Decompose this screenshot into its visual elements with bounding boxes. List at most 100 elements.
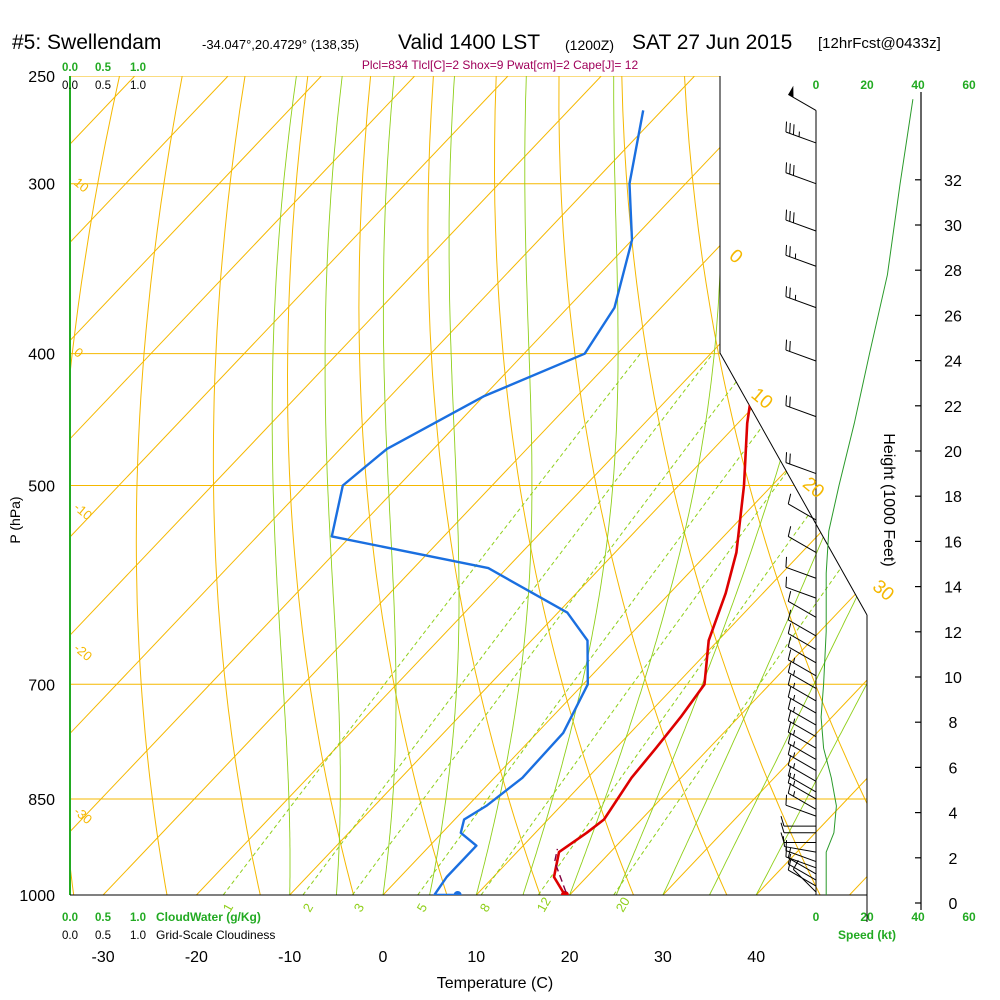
barb-flag (787, 526, 792, 537)
dry-adiabat (936, 76, 1000, 895)
barb-flag (789, 287, 791, 299)
barb-staff (785, 856, 817, 869)
pressure-tick-label: 700 (28, 677, 55, 694)
barb-staff (785, 804, 817, 817)
barb-flag (787, 686, 792, 698)
wind-barb (787, 591, 817, 618)
barb-flag (789, 122, 791, 134)
barb-staff (788, 720, 817, 738)
height-tick-label: 24 (944, 354, 962, 371)
barb-flag (789, 340, 791, 352)
barb-staff (788, 708, 817, 726)
mixing-ratio-label: 8 (477, 901, 494, 915)
barb-staff (785, 405, 817, 418)
x-axis-label: Temperature (C) (437, 975, 553, 992)
barb-pennant (788, 85, 794, 98)
height-tick-label: 10 (944, 670, 962, 687)
dry-adiabat (427, 76, 541, 895)
barb-staff (788, 764, 817, 782)
isotherm-line (289, 76, 867, 895)
barb-flag (787, 710, 792, 721)
wind-barb (788, 85, 817, 111)
speed-axis-label: Speed (kt) (838, 928, 896, 942)
wind-barb (787, 783, 817, 810)
height-tick-label: 26 (944, 308, 962, 325)
barb-staff (788, 684, 817, 702)
y-axis-label: P (hPa) (7, 496, 23, 543)
wind-barbs (780, 85, 817, 893)
height-tick-label: 2 (949, 851, 958, 868)
moist-adiabat (324, 76, 343, 895)
wind-barb (787, 526, 817, 553)
barb-half-flag (792, 670, 796, 676)
wind-barb (785, 286, 817, 309)
barb-staff (788, 857, 817, 875)
barb-flag (785, 162, 788, 173)
height-tick-label: 22 (944, 399, 962, 416)
barb-flag (785, 244, 788, 256)
temperature-surface-marker (560, 891, 569, 895)
barb-flag (789, 210, 791, 222)
moist-adiabat (271, 76, 297, 895)
isotherm-line (569, 76, 867, 895)
speed-tick-top: 0 (813, 78, 820, 92)
station-title: #5: Swellendam (12, 31, 162, 54)
barb-flag (787, 623, 792, 634)
barb-staff (788, 536, 817, 553)
isotherm-line (70, 76, 416, 895)
temperature-tick-label: -10 (278, 949, 301, 966)
moist-adiabat (755, 76, 867, 895)
height-tick-label: 0 (949, 896, 958, 913)
isotherm-line (70, 76, 695, 895)
barb-half-flag (792, 752, 796, 758)
moist-adiabat (569, 76, 723, 895)
temperature-tick-label: 40 (747, 949, 765, 966)
dry-adiabat (493, 76, 634, 895)
barb-flag (785, 339, 788, 351)
valid-time: Valid 1400 LST (398, 31, 541, 54)
height-tick-label: 20 (944, 444, 962, 461)
barb-flag (787, 493, 792, 505)
wind-barb (787, 674, 817, 702)
wind-barb (787, 493, 817, 521)
speed-tick-top: 20 (860, 78, 874, 92)
barb-flag (785, 556, 788, 568)
pressure-tick-label: 250 (28, 69, 55, 86)
height-tick-label: 30 (944, 218, 962, 235)
barb-staff (788, 743, 817, 760)
barb-half-flag (792, 730, 796, 736)
pressure-tick-label: 1000 (19, 888, 55, 905)
top-cloud-scale-green: 0.5 (95, 62, 112, 74)
dry-adiabat (70, 76, 120, 895)
wind-barb (792, 859, 817, 893)
barb-staff (788, 93, 817, 111)
title-bar: #5: Swellendam -34.047°,20.4729° (138,35… (0, 28, 1000, 62)
wind-barb (785, 209, 817, 232)
barb-flag (792, 124, 795, 135)
wind-barb (787, 698, 817, 726)
barb-flag (787, 847, 792, 859)
barb-half-flag (792, 682, 796, 689)
barb-flag (787, 783, 792, 794)
height-tick-label: 28 (944, 263, 962, 280)
top-cloud-scale-black: 1.0 (130, 80, 146, 92)
barb-flag (787, 649, 792, 660)
wind-barb (785, 121, 817, 144)
top-cloud-scale-green: 0.0 (62, 62, 78, 74)
mixing-ratio-label: 2 (300, 901, 317, 915)
wind-barb (787, 662, 817, 689)
top-cloud-scale-green: 1.0 (130, 62, 146, 74)
barb-staff (785, 566, 817, 579)
bottom-cloud-scale-black: 0.5 (95, 930, 111, 942)
barb-flag (787, 698, 792, 710)
speed-tick-bottom: 20 (860, 910, 874, 924)
barb-staff (793, 869, 817, 893)
height-tick-label: 18 (944, 489, 962, 506)
wind-barb (787, 609, 817, 637)
moist-adiabat (709, 76, 867, 895)
barb-staff (788, 619, 817, 637)
height-tick-label: 4 (949, 806, 958, 823)
barb-staff (785, 586, 817, 599)
barb-staff (785, 254, 817, 267)
